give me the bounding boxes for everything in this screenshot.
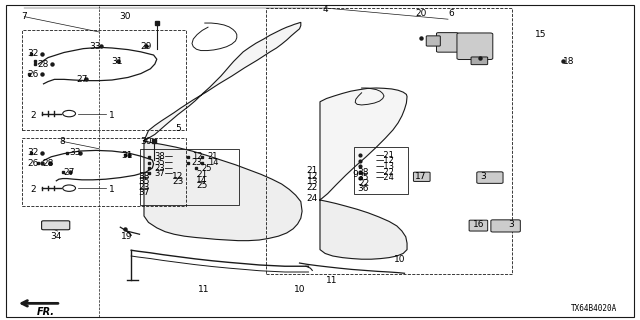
Text: 2: 2 xyxy=(31,111,36,120)
Text: 14: 14 xyxy=(196,176,207,185)
Text: 5: 5 xyxy=(175,124,180,133)
Text: 37—: 37— xyxy=(154,169,173,178)
Text: 30: 30 xyxy=(140,137,152,146)
FancyBboxPatch shape xyxy=(477,172,503,183)
Text: 34: 34 xyxy=(51,232,62,241)
Text: 27: 27 xyxy=(76,75,88,84)
Text: —22: —22 xyxy=(375,168,394,177)
Text: —24: —24 xyxy=(375,173,394,182)
Text: 32: 32 xyxy=(28,148,39,157)
Text: 38: 38 xyxy=(358,168,369,177)
Text: 23: 23 xyxy=(138,183,150,192)
Text: 37: 37 xyxy=(138,188,150,197)
Text: 15: 15 xyxy=(535,30,547,39)
Bar xyxy=(266,8,512,274)
Text: TX64B4020A: TX64B4020A xyxy=(572,304,618,313)
Text: 3: 3 xyxy=(508,220,513,229)
Text: 25: 25 xyxy=(202,164,212,172)
Text: 26: 26 xyxy=(28,159,39,168)
Text: 14: 14 xyxy=(208,158,218,167)
FancyBboxPatch shape xyxy=(413,172,430,181)
Text: 13: 13 xyxy=(307,177,318,186)
Polygon shape xyxy=(144,141,302,241)
Text: 38—: 38— xyxy=(154,152,173,161)
Text: 27: 27 xyxy=(63,168,75,177)
FancyBboxPatch shape xyxy=(469,220,488,231)
Polygon shape xyxy=(320,88,407,200)
Polygon shape xyxy=(320,200,407,259)
Text: 8: 8 xyxy=(60,137,65,146)
Text: —12: —12 xyxy=(375,156,394,165)
Text: 25: 25 xyxy=(196,181,207,190)
Text: 19: 19 xyxy=(121,232,132,241)
Text: 3: 3 xyxy=(481,172,486,181)
Text: 38: 38 xyxy=(138,172,150,180)
Text: 7: 7 xyxy=(22,12,27,21)
Bar xyxy=(354,147,408,194)
Bar xyxy=(22,30,186,130)
Text: 31: 31 xyxy=(121,151,132,160)
Text: 6: 6 xyxy=(449,9,454,18)
Text: 21: 21 xyxy=(307,166,318,175)
Text: 22: 22 xyxy=(307,183,318,192)
FancyBboxPatch shape xyxy=(42,221,70,230)
Text: 18: 18 xyxy=(563,57,574,66)
Text: 23—: 23— xyxy=(154,164,173,172)
Text: 10: 10 xyxy=(294,285,305,294)
Text: 35: 35 xyxy=(138,177,150,186)
Text: 2: 2 xyxy=(31,185,36,194)
Text: 23: 23 xyxy=(192,158,202,167)
Text: 4: 4 xyxy=(323,5,328,14)
FancyBboxPatch shape xyxy=(436,33,458,52)
Text: 26: 26 xyxy=(28,70,39,79)
Text: 35: 35 xyxy=(358,173,369,182)
Text: 12: 12 xyxy=(192,152,202,161)
Text: 1: 1 xyxy=(109,185,115,194)
Text: 16: 16 xyxy=(473,220,484,229)
Text: 36: 36 xyxy=(358,184,369,193)
Text: 21: 21 xyxy=(208,152,218,161)
Text: 12: 12 xyxy=(307,172,318,180)
Text: 31: 31 xyxy=(111,57,123,66)
Text: 30: 30 xyxy=(120,12,131,21)
Bar xyxy=(22,138,186,206)
Text: 35—: 35— xyxy=(154,158,173,167)
Text: 20: 20 xyxy=(415,9,427,18)
Text: 23: 23 xyxy=(172,177,184,186)
Text: 32: 32 xyxy=(28,49,39,58)
Text: FR.: FR. xyxy=(37,307,55,316)
Text: 29: 29 xyxy=(140,42,152,51)
Text: —21: —21 xyxy=(375,151,394,160)
Text: 10: 10 xyxy=(394,255,406,264)
Text: 28: 28 xyxy=(42,159,54,168)
Text: 17: 17 xyxy=(415,172,427,181)
Text: 33: 33 xyxy=(70,148,81,157)
Text: 24: 24 xyxy=(307,194,318,203)
FancyBboxPatch shape xyxy=(491,220,520,232)
FancyBboxPatch shape xyxy=(426,36,440,46)
Bar xyxy=(140,149,239,205)
Text: 9: 9 xyxy=(353,170,358,179)
Text: 22: 22 xyxy=(358,179,369,188)
Text: 28: 28 xyxy=(38,60,49,68)
Text: 12: 12 xyxy=(172,172,184,180)
Text: 33: 33 xyxy=(89,42,100,51)
Polygon shape xyxy=(144,22,301,141)
Text: —13: —13 xyxy=(375,162,394,171)
FancyBboxPatch shape xyxy=(471,57,488,65)
Text: 11: 11 xyxy=(326,276,337,285)
Text: 11: 11 xyxy=(198,285,209,294)
FancyBboxPatch shape xyxy=(457,33,493,60)
Text: 1: 1 xyxy=(109,111,115,120)
Text: 21: 21 xyxy=(196,170,207,179)
